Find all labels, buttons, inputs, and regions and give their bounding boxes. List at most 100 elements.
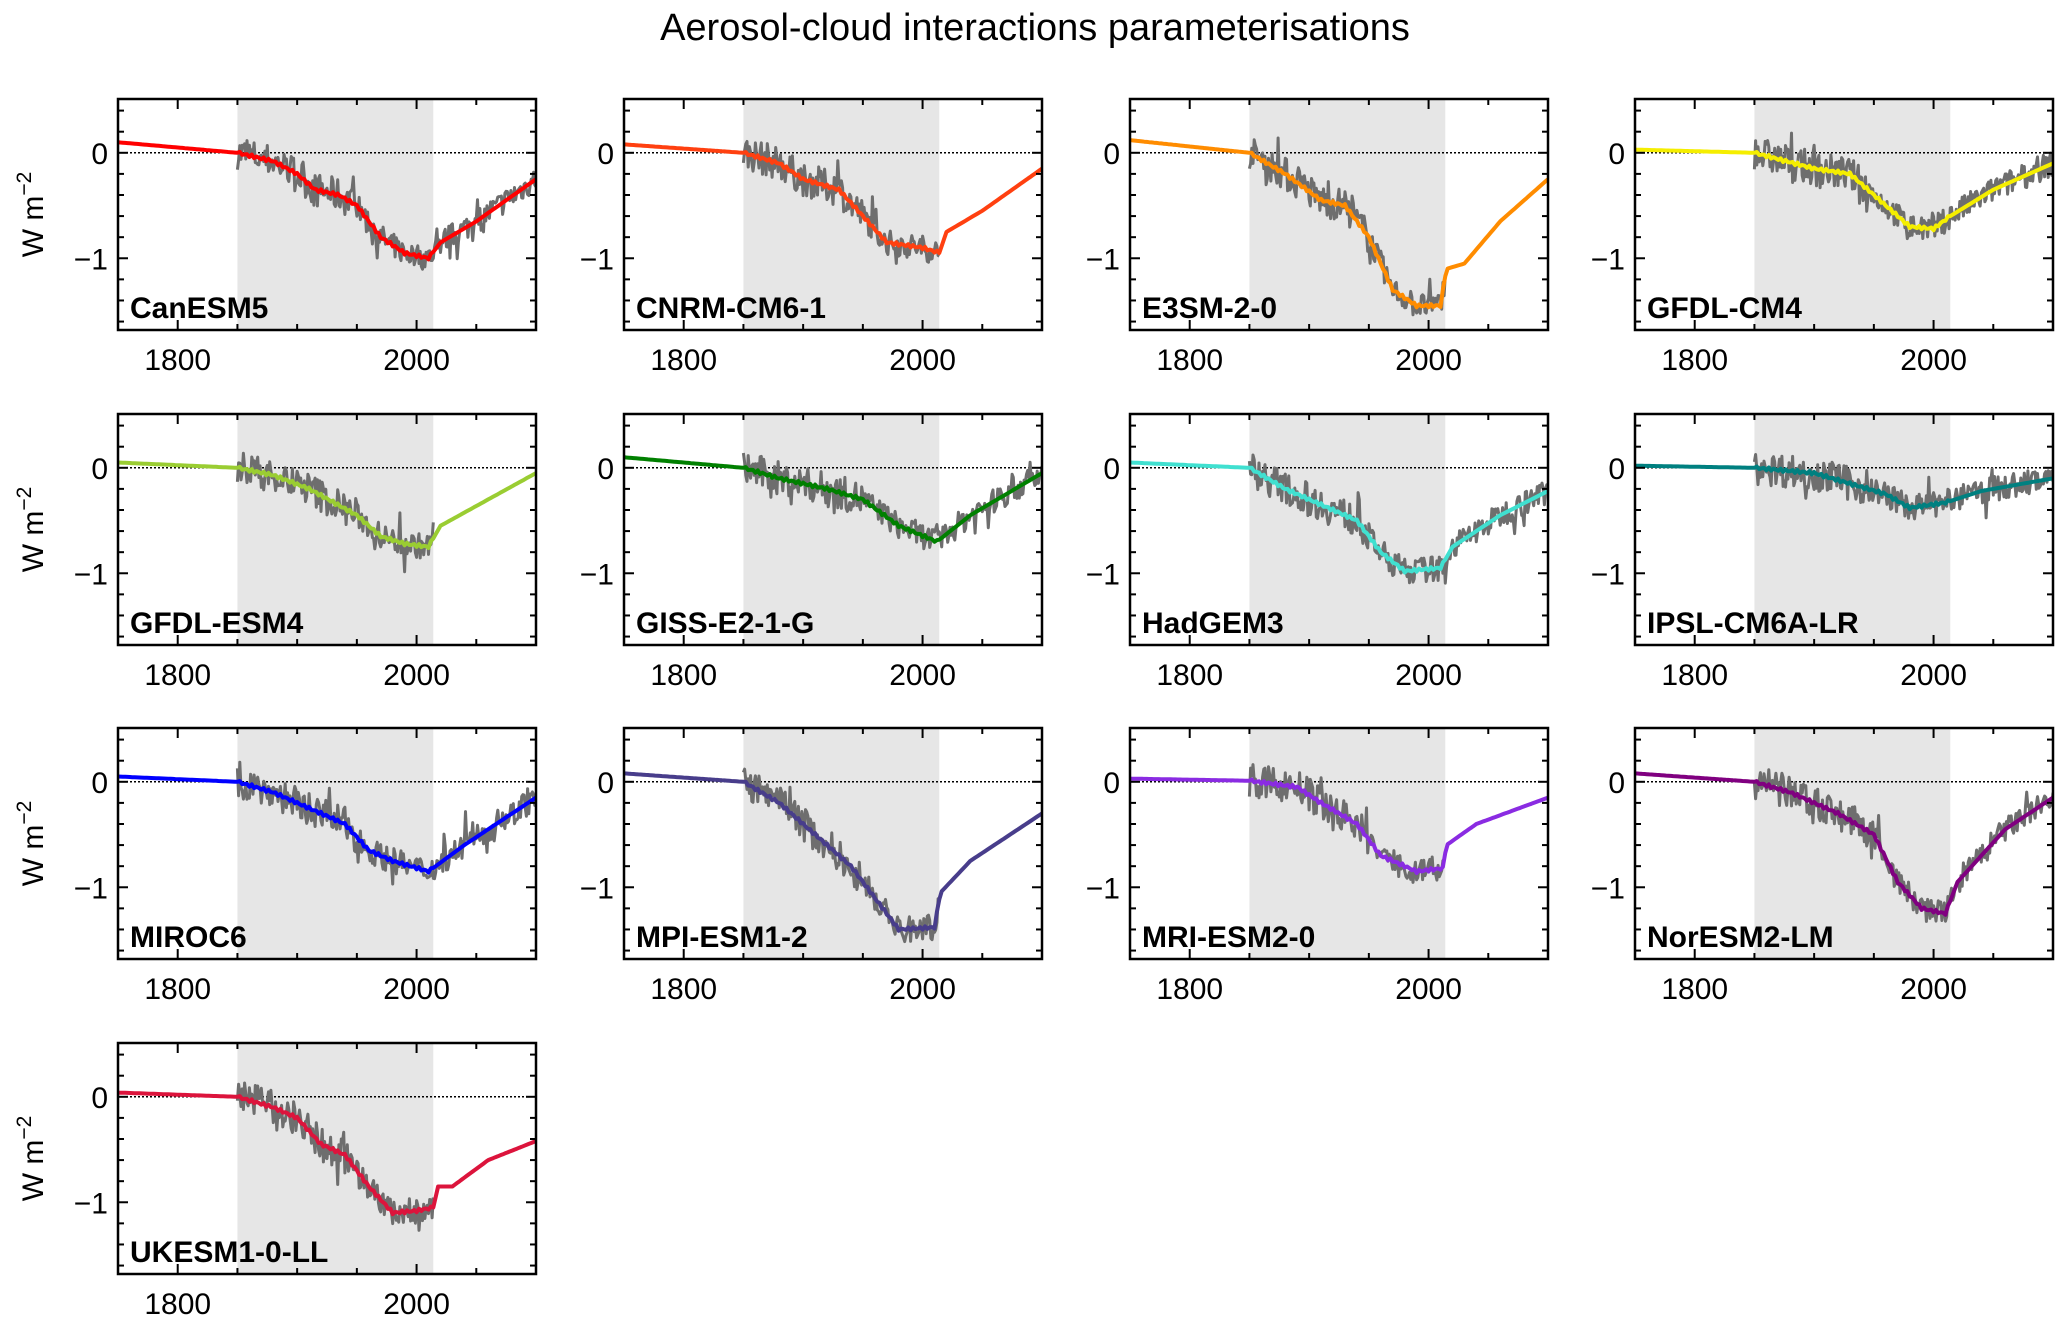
y-tick-label: −1 xyxy=(74,1187,108,1220)
axes-frame xyxy=(1633,412,2055,647)
x-tick-label: 2000 xyxy=(889,973,956,1006)
y-tick-label: −1 xyxy=(1086,872,1120,905)
y-tick-label: 0 xyxy=(597,767,614,800)
historical-period-shading xyxy=(1754,728,1951,959)
model-series-line xyxy=(624,142,1042,255)
plot-area xyxy=(624,99,1042,330)
y-axis-label: W m−2 xyxy=(13,1116,50,1202)
y-tick-label: −1 xyxy=(580,243,614,276)
model-series-line xyxy=(1130,776,1548,875)
x-tick-label: 2000 xyxy=(383,973,450,1006)
model-name-label: GFDL-ESM4 xyxy=(130,607,304,640)
x-tick-label: 1800 xyxy=(1661,344,1728,377)
axes-frame xyxy=(116,97,538,332)
annual-series-line xyxy=(1752,453,2053,521)
y-tick-label: −1 xyxy=(74,243,108,276)
x-tick-label: 1800 xyxy=(144,659,211,692)
x-tick-label: 1800 xyxy=(144,1288,211,1321)
y-tick-label: 0 xyxy=(91,453,108,486)
axes-frame xyxy=(116,1041,538,1276)
model-series-line xyxy=(1130,138,1548,310)
model-name-label: NorESM2-LM xyxy=(1647,921,1834,954)
model-series-line xyxy=(118,774,536,875)
y-tick-label: 0 xyxy=(1608,453,1625,486)
model-name-label: MPI-ESM1-2 xyxy=(636,921,808,954)
annual-series-line xyxy=(1247,453,1548,585)
panel-gfdl-cm4: 1800 2000 0 −1 GFDL-CM4 xyxy=(1591,97,2055,377)
plot-area xyxy=(118,99,536,330)
plot-area xyxy=(1130,99,1548,330)
model-series-line xyxy=(624,771,1042,933)
panel-mpi-esm1-2: 1800 2000 0 −1 MPI-ESM1-2 xyxy=(580,726,1044,1006)
plot-area xyxy=(1130,728,1548,959)
plot-area xyxy=(1635,728,2053,959)
plot-area xyxy=(1635,414,2053,645)
model-name-label: GFDL-CM4 xyxy=(1647,292,1802,325)
y-axis-label-exponent: −2 xyxy=(13,801,36,825)
axes-frame xyxy=(622,726,1044,961)
x-tick-label: 2000 xyxy=(383,659,450,692)
x-tick-label: 2000 xyxy=(1900,344,1967,377)
axes-frame xyxy=(116,412,538,647)
annual-series-line xyxy=(1247,136,1447,317)
x-tick-label: 2000 xyxy=(1395,344,1462,377)
x-tick-label: 2000 xyxy=(1900,973,1967,1006)
annual-series-line xyxy=(235,451,435,574)
plot-area xyxy=(118,1043,536,1274)
model-name-label: CanESM5 xyxy=(130,292,268,325)
model-series-line xyxy=(118,140,536,262)
x-tick-label: 1800 xyxy=(144,344,211,377)
panel-gfdl-esm4: 1800 2000 0 −1 GFDL-ESM4 W m−2 xyxy=(13,412,538,692)
historical-period-shading xyxy=(1249,728,1446,959)
panel-canesm5: 1800 2000 0 −1 CanESM5 W m−2 xyxy=(13,97,538,377)
y-tick-label: 0 xyxy=(1608,767,1625,800)
model-name-label: GISS-E2-1-G xyxy=(636,607,814,640)
model-series-line xyxy=(1635,463,2053,512)
x-tick-label: 2000 xyxy=(383,344,450,377)
y-axis-label: W m−2 xyxy=(13,172,50,258)
model-name-label: IPSL-CM6A-LR xyxy=(1647,607,1859,640)
x-tick-label: 2000 xyxy=(1395,659,1462,692)
historical-period-shading xyxy=(743,99,940,330)
panel-cnrm-cm6-1: 1800 2000 0 −1 CNRM-CM6-1 xyxy=(580,97,1044,377)
x-tick-label: 2000 xyxy=(889,344,956,377)
x-tick-label: 1800 xyxy=(1661,973,1728,1006)
plot-area xyxy=(118,414,536,645)
y-axis-label-exponent: −2 xyxy=(13,172,36,196)
y-tick-label: −1 xyxy=(1086,558,1120,591)
model-name-label: E3SM-2-0 xyxy=(1142,292,1277,325)
y-tick-label: 0 xyxy=(1608,138,1625,171)
y-tick-label: −1 xyxy=(1591,558,1625,591)
y-tick-label: 0 xyxy=(1103,138,1120,171)
y-tick-label: 0 xyxy=(91,1082,108,1115)
y-tick-label: −1 xyxy=(1591,243,1625,276)
panel-giss-e2-1-g: 1800 2000 0 −1 GISS-E2-1-G xyxy=(580,412,1044,692)
historical-period-shading xyxy=(237,99,434,330)
y-axis-label: W m−2 xyxy=(13,801,50,887)
x-tick-label: 2000 xyxy=(1395,973,1462,1006)
panel-miroc6: 1800 2000 0 −1 MIROC6 W m−2 xyxy=(13,726,538,1006)
plot-area xyxy=(624,728,1042,959)
panel-ukesm1-0-ll: 1800 2000 0 −1 UKESM1-0-LL W m−2 xyxy=(13,1041,538,1321)
axes-frame xyxy=(1633,97,2055,332)
x-tick-label: 1800 xyxy=(650,659,717,692)
plot-area xyxy=(624,414,1042,645)
y-tick-label: −1 xyxy=(1591,872,1625,905)
y-axis-label-exponent: −2 xyxy=(13,487,36,511)
y-tick-label: −1 xyxy=(74,558,108,591)
x-tick-label: 2000 xyxy=(889,659,956,692)
panel-noresm2-lm: 1800 2000 0 −1 NorESM2-LM xyxy=(1591,726,2055,1006)
x-tick-label: 2000 xyxy=(1900,659,1967,692)
y-axis-label: W m−2 xyxy=(13,487,50,573)
model-series-line xyxy=(118,460,536,550)
y-tick-label: 0 xyxy=(91,767,108,800)
axes-frame xyxy=(1128,726,1550,961)
axes-frame xyxy=(1128,97,1550,332)
panel-hadgem3: 1800 2000 0 −1 HadGEM3 xyxy=(1086,412,1550,692)
historical-period-shading xyxy=(237,728,434,959)
x-tick-label: 1800 xyxy=(1661,659,1728,692)
axes-frame xyxy=(1128,412,1550,647)
y-tick-label: −1 xyxy=(1086,243,1120,276)
historical-period-shading xyxy=(1754,99,1951,330)
